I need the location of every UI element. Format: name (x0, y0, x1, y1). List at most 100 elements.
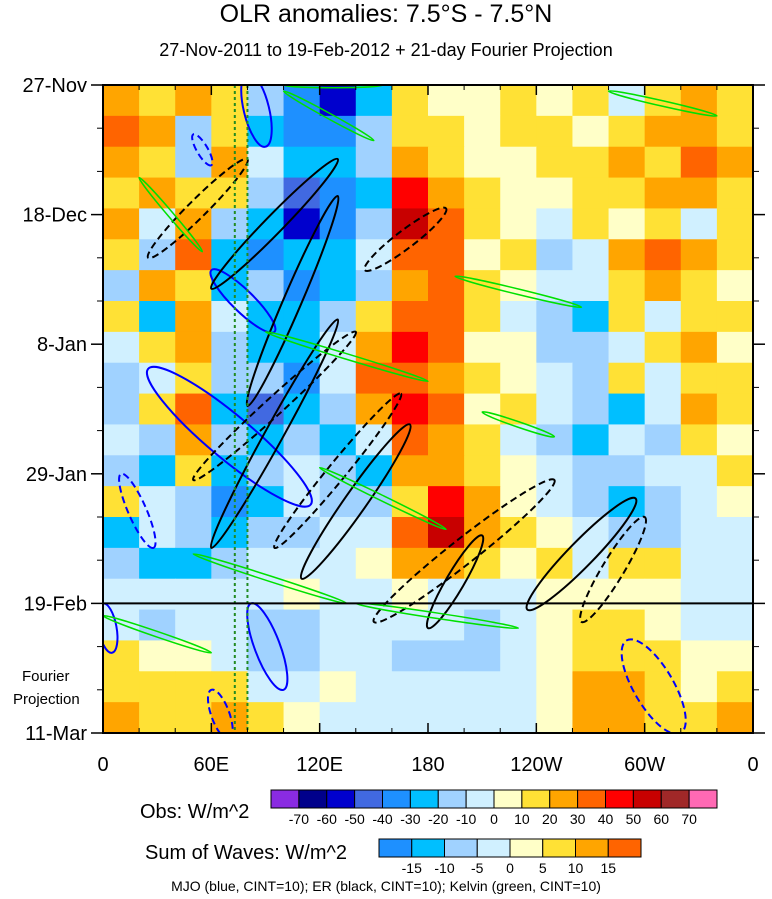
contour-er (525, 496, 638, 612)
heatmap-cell (355, 640, 393, 672)
heatmap-cell (464, 671, 501, 703)
heatmap-cell (355, 301, 393, 333)
heatmap-cell (608, 578, 646, 611)
colorbar-swatch (298, 789, 328, 809)
heatmap-cell (572, 455, 610, 487)
heatmap-cell (391, 177, 429, 209)
heatmap-cell (428, 146, 465, 179)
contour-mjo (191, 133, 214, 167)
colorbar-tick-label: -5 (471, 860, 484, 876)
heatmap-cell (391, 115, 429, 148)
heatmap-cell (464, 702, 501, 733)
colorbar-swatch (444, 838, 478, 858)
heatmap-cell (428, 393, 465, 425)
heatmap-cell (608, 702, 646, 733)
heatmap-cell (283, 455, 321, 487)
heatmap-cell (103, 702, 140, 733)
heatmap-cell (644, 671, 682, 703)
colorbar-tick-label: 40 (598, 811, 614, 827)
heatmap-cell (500, 331, 537, 364)
heatmap-cell (211, 177, 248, 209)
heatmap-cell (319, 393, 357, 425)
heatmap-cell (572, 640, 610, 672)
heatmap-cell (716, 424, 753, 456)
y-tick-label: 27-Nov (23, 75, 87, 97)
heatmap-cell (175, 609, 212, 641)
heatmap-cell (680, 424, 718, 456)
heatmap-cell (139, 85, 176, 117)
heatmap-cell (500, 455, 537, 487)
heatmap-cell (428, 115, 465, 148)
heatmap-cell (536, 85, 573, 117)
colorbar-tick-label: 50 (626, 811, 642, 827)
heatmap-cell (716, 609, 753, 641)
heatmap-cell (247, 208, 285, 240)
heatmap-cell (211, 331, 248, 364)
heatmap-cell (175, 671, 212, 703)
colorbar-swatch (476, 838, 511, 858)
heatmap-cell (716, 146, 753, 179)
heatmap-cell (175, 547, 212, 580)
heatmap-cell (608, 486, 646, 518)
heatmap-cell (500, 115, 537, 148)
x-tick-label: 0 (747, 754, 758, 776)
heatmap-cell (283, 671, 321, 703)
colorbar-swatch (409, 789, 439, 809)
heatmap-cell (464, 424, 501, 456)
colorbar-swatch (521, 789, 551, 809)
heatmap-cell (391, 146, 429, 179)
heatmap-cell (644, 362, 682, 395)
heatmap-cell (355, 85, 393, 117)
heatmap-cell (247, 146, 285, 179)
heatmap-cell (716, 455, 753, 487)
heatmap-cell (103, 393, 140, 425)
heatmap-cell (355, 424, 393, 456)
heatmap-cell (283, 208, 321, 240)
heatmap-cell (428, 486, 465, 518)
heatmap-cell (572, 578, 610, 611)
heatmap-cell (211, 424, 248, 456)
colorbar-swatch (382, 789, 411, 809)
heatmap-cell (247, 486, 285, 518)
heatmap-cell (211, 671, 248, 703)
contour-mjo (620, 638, 687, 733)
heatmap-cell (644, 424, 682, 456)
heatmap-cell (500, 547, 537, 580)
heatmap-cell (391, 702, 429, 733)
colorbar-tick-label: -15 (402, 860, 422, 876)
heatmap-cell (464, 640, 501, 672)
contour-mjo (206, 688, 234, 733)
heatmap-cell (428, 640, 465, 672)
heatmap-cell (536, 517, 573, 549)
heatmap-cell (680, 486, 718, 518)
heatmap-cell (680, 208, 718, 240)
waves-legend-label: Sum of Waves: W/m^2 (145, 842, 348, 864)
heatmap-cell (211, 640, 248, 672)
contour-kelvin (607, 90, 718, 117)
colorbar-tick-label: 15 (600, 860, 616, 876)
heatmap-cell (247, 301, 285, 333)
heatmap-cell (103, 517, 140, 549)
heatmap-cell (283, 424, 321, 456)
heatmap-cell (500, 146, 537, 179)
heatmap-cell (608, 115, 646, 148)
heatmap-cell (500, 640, 537, 672)
heatmap-cell (536, 331, 573, 364)
heatmap-cell (572, 239, 610, 271)
y-tick-label: 29-Jan (26, 464, 87, 486)
heatmap-cell (355, 609, 393, 641)
colorbar-tick-label: 20 (542, 811, 558, 827)
heatmap-cell (139, 146, 176, 179)
heatmap-cell (680, 362, 718, 395)
heatmap-cell (175, 331, 212, 364)
colorbar-swatch (632, 789, 662, 809)
heatmap-cell (680, 671, 718, 703)
heatmap-cell (680, 115, 718, 148)
contour-er (299, 423, 412, 580)
colorbar-swatch (605, 789, 634, 809)
contour-kelvin (282, 85, 384, 89)
heatmap-cell (247, 239, 285, 271)
heatmap-cell (319, 671, 357, 703)
heatmap-cell (103, 301, 140, 333)
heatmap-cell (391, 547, 429, 580)
